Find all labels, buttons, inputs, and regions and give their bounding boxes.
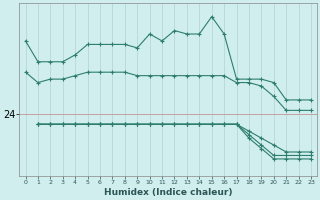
- X-axis label: Humidex (Indice chaleur): Humidex (Indice chaleur): [104, 188, 233, 197]
